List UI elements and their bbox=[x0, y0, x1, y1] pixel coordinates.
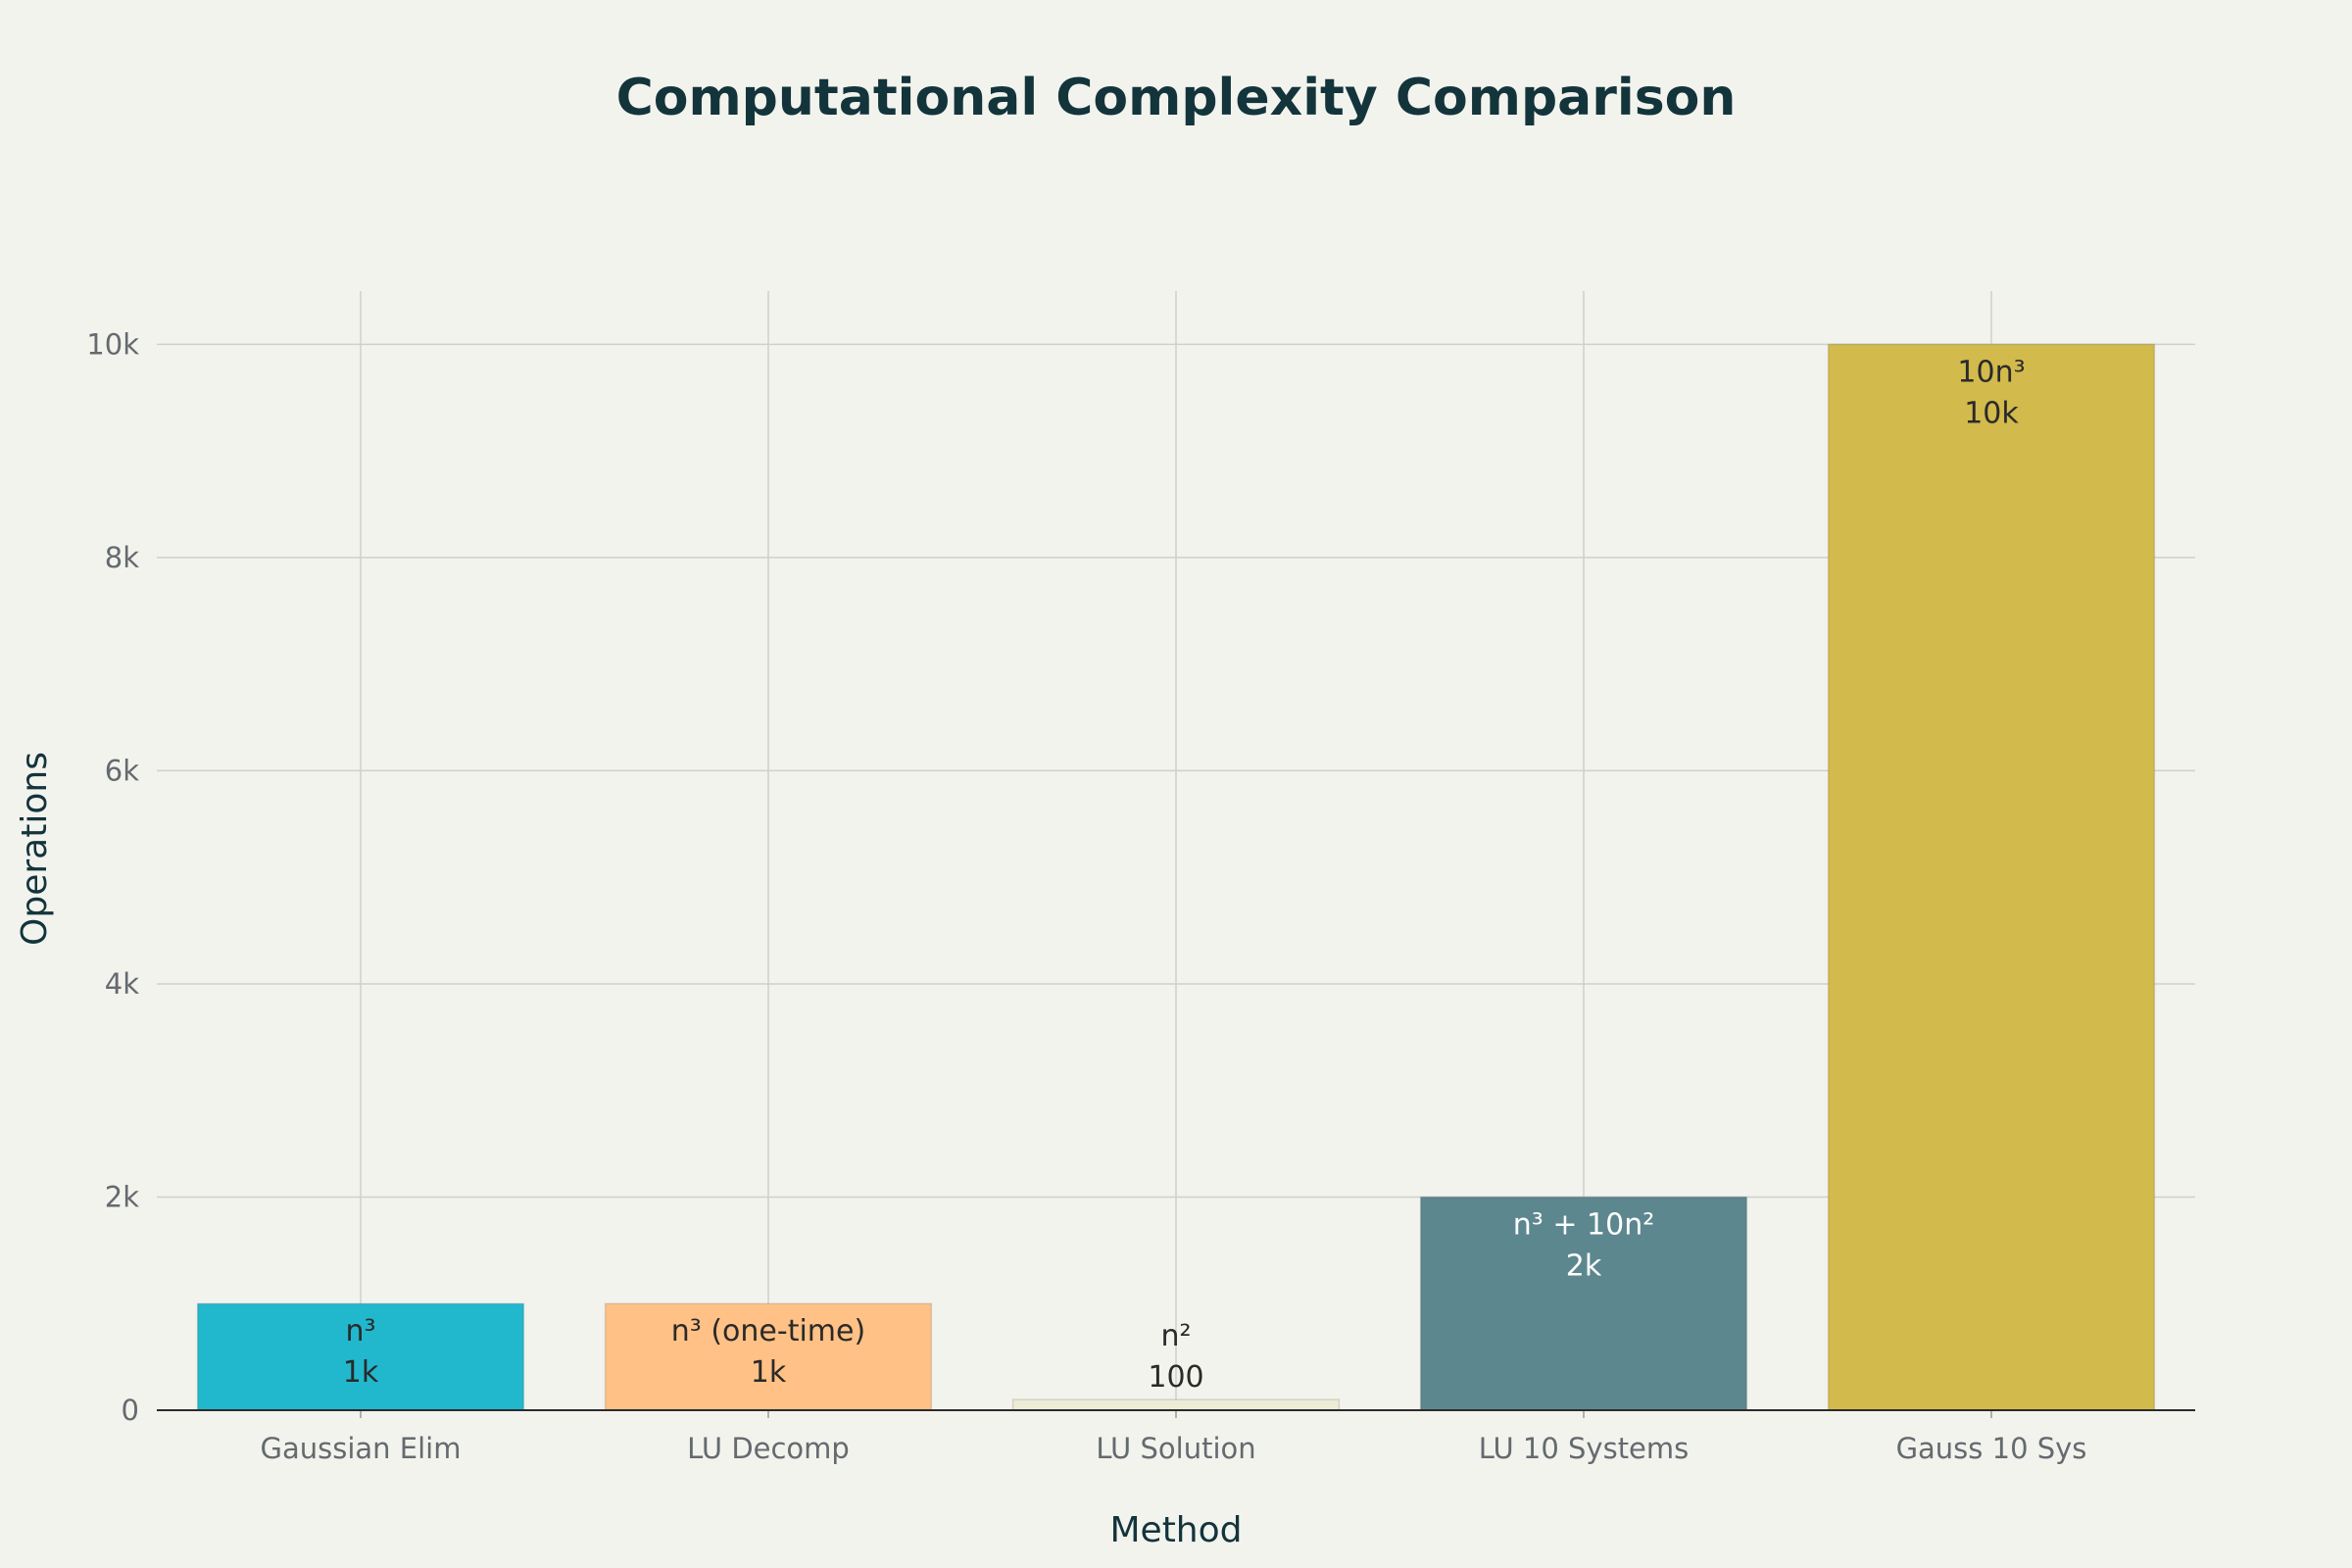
chart-title: Computational Complexity Comparison bbox=[616, 69, 1737, 127]
bar-labels: n³ 1k n³ (one-time) 1k n² 100 n³ + 10n² 2k 10n³ 1… bbox=[343, 355, 2026, 1395]
bar bbox=[196, 1302, 525, 1411]
x-tick-label: LU Solution bbox=[1096, 1432, 1255, 1465]
y-tick-label: 2k bbox=[105, 1180, 139, 1213]
bar-value-label: 100 bbox=[1148, 1360, 1203, 1395]
bar-value-label: 2k bbox=[1566, 1249, 1602, 1283]
axes: 0 2k 4k 6k 8k 10k Gaussian Elim LU Decomp LU Sol… bbox=[86, 327, 2195, 1465]
y-tick-label: 6k bbox=[105, 754, 139, 787]
x-tick-label: LU 10 Systems bbox=[1479, 1432, 1690, 1465]
bars bbox=[196, 343, 2156, 1411]
bar-formula-label: n³ + 10n² bbox=[1513, 1207, 1654, 1242]
x-tick-label: LU Decomp bbox=[687, 1432, 850, 1465]
x-tick-label: Gaussian Elim bbox=[261, 1432, 462, 1465]
y-tick-label: 0 bbox=[122, 1394, 139, 1427]
bar-formula-label: n³ (one-time) bbox=[671, 1314, 865, 1348]
bar bbox=[1827, 343, 2156, 1411]
x-axis-title: Method bbox=[1109, 1510, 1242, 1550]
bar bbox=[604, 1302, 933, 1411]
y-tick-label: 8k bbox=[105, 541, 139, 574]
bar-formula-label: n³ bbox=[345, 1314, 375, 1348]
y-axis-title: Operations bbox=[15, 752, 55, 946]
bar-formula-label: n² bbox=[1160, 1319, 1191, 1353]
y-tick-label: 4k bbox=[105, 967, 139, 1001]
bar bbox=[1011, 1398, 1341, 1411]
bar-value-label: 1k bbox=[343, 1355, 379, 1390]
y-tick-label: 10k bbox=[86, 327, 139, 361]
bar-value-label: 10k bbox=[1964, 396, 2019, 430]
bar-formula-label: 10n³ bbox=[1957, 355, 2025, 389]
x-tick-label: Gauss 10 Sys bbox=[1896, 1432, 2087, 1465]
bar-value-label: 1k bbox=[751, 1355, 787, 1390]
